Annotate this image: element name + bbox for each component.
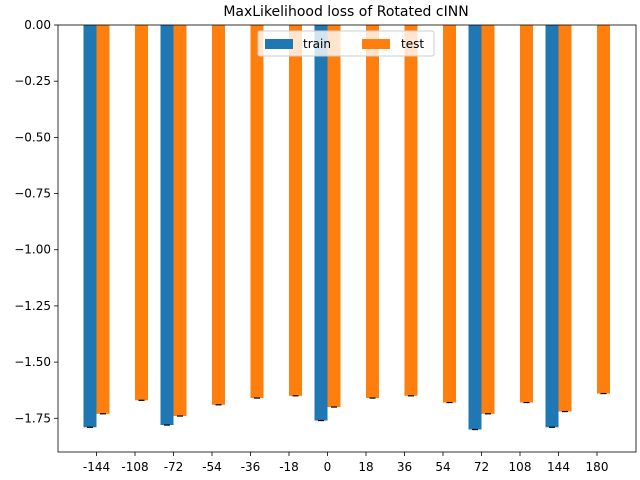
legend-swatch-train: [265, 39, 293, 49]
y-tick-label-5: −1.25: [14, 299, 51, 313]
x-tick-label-11: 108: [509, 460, 532, 474]
x-tick-label-2: -72: [164, 460, 184, 474]
x-tick-label-9: 54: [435, 460, 450, 474]
bar-test-1: [135, 25, 148, 401]
y-tick-label-3: −0.75: [14, 187, 51, 201]
y-tick-label-7: −1.75: [14, 411, 51, 425]
x-tick-label-5: -18: [279, 460, 299, 474]
bar-train-0: [83, 25, 97, 428]
bar-test-11: [520, 25, 533, 403]
x-tick-label-4: -36: [241, 460, 261, 474]
legend-label-train: train: [303, 37, 331, 51]
y-axis: 0.00 −0.25 −0.50 −0.75 −1.00 −1.25 −1.50 −1.75: [14, 18, 58, 425]
legend-label-test: test: [401, 37, 424, 51]
bar-test-10: [481, 25, 495, 414]
x-tick-label-6: 0: [324, 460, 332, 474]
bar-test-6: [327, 25, 341, 408]
x-tick-label-1: -108: [121, 460, 148, 474]
x-tick-label-8: 36: [397, 460, 412, 474]
error-bars-layer: [87, 392, 607, 431]
bar-train-12: [545, 25, 559, 428]
x-axis: -144 -108 -72 -54 -36 -18 0 18 36 54 72 108 144 180: [83, 452, 609, 474]
x-tick-label-13: 180: [586, 460, 609, 474]
x-tick-label-3: -54: [202, 460, 222, 474]
legend-swatch-test: [362, 39, 390, 49]
x-tick-label-0: -144: [83, 460, 110, 474]
legend-box: [257, 30, 435, 57]
bar-train-2: [160, 25, 174, 426]
bars-layer: [83, 25, 610, 430]
bar-test-0: [96, 25, 110, 414]
bar-test-7: [366, 25, 379, 399]
plot-frame: [57, 24, 637, 453]
x-tick-label-10: 72: [474, 460, 489, 474]
x-tick-label-12: 144: [547, 460, 570, 474]
bar-test-3: [212, 25, 225, 405]
bar-test-2: [173, 25, 187, 417]
y-tick-label-6: −1.50: [14, 355, 51, 369]
bar-test-5: [289, 25, 302, 396]
legend: train test: [257, 30, 435, 57]
chart-title: MaxLikelihood loss of Rotated cINN: [223, 4, 468, 20]
y-tick-label-2: −0.50: [14, 130, 51, 144]
bar-test-12: [558, 25, 572, 412]
y-tick-label-4: −1.00: [14, 243, 51, 257]
y-tick-label-0: 0.00: [24, 18, 51, 32]
bar-train-10: [468, 25, 482, 430]
bar-train-6: [314, 25, 328, 421]
y-tick-label-1: −0.25: [14, 74, 51, 88]
bar-test-9: [443, 25, 456, 403]
x-tick-label-7: 18: [358, 460, 373, 474]
bar-test-13: [597, 25, 610, 394]
bar-test-8: [404, 25, 418, 396]
bar-test-4: [250, 25, 264, 399]
